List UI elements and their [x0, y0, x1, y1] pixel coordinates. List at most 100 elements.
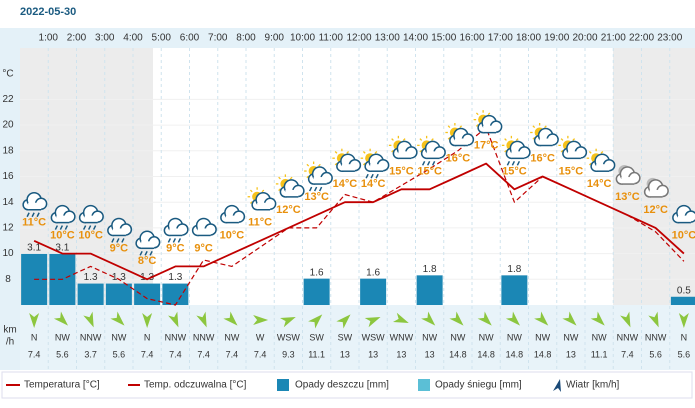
hour-label: 2:00 [67, 33, 87, 44]
weather-icon [304, 161, 333, 192]
temp-label: 9°C [166, 242, 185, 254]
rain-bar [670, 296, 695, 305]
legend-label: Wiatr [km/h] [566, 380, 620, 391]
icon-part [515, 138, 519, 141]
icon-part [334, 162, 338, 166]
wind-arrow [196, 311, 207, 328]
hour-label: 11:00 [319, 33, 344, 44]
icon-part [261, 189, 265, 193]
icon-part [257, 202, 271, 210]
wind-speed: 11.1 [308, 349, 325, 359]
icon-part [398, 151, 412, 159]
wind-direction: SW [338, 332, 353, 342]
icon-part [334, 151, 338, 154]
icon-part [278, 188, 281, 192]
wind-speed: 14.8 [449, 349, 467, 359]
wind-unit: km [3, 325, 16, 336]
wind-arrow [29, 313, 40, 328]
icon-part [36, 212, 40, 218]
icon-part [374, 151, 378, 154]
icon-part [318, 186, 323, 192]
wind-direction: WSW [362, 332, 385, 342]
wind-speed: 13 [425, 349, 435, 359]
wind-arrow [620, 311, 631, 328]
icon-part [539, 138, 553, 146]
legend-label: Opady deszczu [mm] [295, 380, 389, 391]
icon-part [362, 162, 366, 166]
icon-part [504, 149, 507, 153]
hour-label: 19:00 [544, 33, 569, 44]
icon-part [92, 225, 97, 230]
hour-label: 17:00 [488, 33, 513, 44]
wind-arrow [678, 313, 689, 328]
icon-part [112, 228, 126, 236]
wind-direction: NW [450, 332, 465, 342]
hour-label: 6:00 [180, 33, 200, 44]
wind-arrow [477, 311, 492, 326]
y-tick-label: 22 [2, 94, 14, 105]
icon-part [54, 225, 59, 230]
icon-part [249, 189, 253, 193]
wind-speed: 13 [396, 349, 406, 359]
wind-direction: NW [479, 332, 494, 342]
temp-label: 16°C [530, 152, 555, 164]
hour-label: 10:00 [290, 33, 315, 44]
icon-part [365, 173, 369, 179]
temp-label: 10°C [672, 230, 695, 242]
hour-label: 9:00 [265, 33, 285, 44]
icon-part [431, 138, 434, 141]
icon-part [225, 215, 239, 223]
wind-arrow [279, 316, 296, 328]
wind-speed: 14.8 [534, 349, 552, 359]
wind-arrow [562, 311, 577, 326]
icon-part [26, 212, 30, 218]
wind-speed: 14.8 [506, 349, 524, 359]
icon-part [289, 176, 293, 180]
icon-part [402, 138, 406, 141]
hour-label: 21:00 [601, 33, 626, 44]
wind-arrow [336, 314, 351, 329]
hour-label: 4:00 [123, 33, 143, 44]
legend-label: Temperatura [°C] [24, 380, 100, 391]
temp-label: 9°C [194, 242, 213, 254]
icon-part [82, 225, 87, 230]
rain-label: 3.1 [55, 243, 69, 254]
temp-label: 9°C [110, 242, 129, 254]
rain-label: 1.6 [310, 267, 324, 278]
icon-part [87, 225, 92, 230]
legend-swatch [277, 379, 289, 391]
icon-part [313, 186, 318, 192]
rain-bar [303, 278, 330, 305]
icon-part [64, 225, 69, 230]
wind-arrow [392, 312, 409, 324]
hour-label: 15:00 [431, 33, 456, 44]
icon-part [370, 164, 384, 172]
icon-part [375, 173, 379, 179]
weather-icon [50, 204, 76, 230]
wind-arrow [590, 311, 605, 326]
wind-direction: NW [111, 332, 126, 342]
wind-direction: NNW [165, 332, 187, 342]
icon-part [370, 173, 374, 179]
weather-icon [275, 174, 305, 198]
y-tick-label: 8 [5, 274, 11, 285]
wind-direction: N [681, 332, 688, 342]
wind-speed: 5.6 [678, 349, 691, 359]
icon-part [177, 238, 182, 243]
y-tick-label: 20 [2, 120, 14, 131]
temp-label: 14°C [333, 178, 358, 190]
wind-arrow [364, 316, 381, 328]
weather-icon [107, 217, 133, 243]
icon-part [306, 175, 310, 179]
date: 2022-05-30 [20, 6, 76, 18]
hour-label: 16:00 [459, 33, 484, 44]
wind-direction: NW [422, 332, 437, 342]
temp-label: 10°C [78, 230, 103, 242]
icon-part [169, 228, 183, 236]
wind-direction: WNW [390, 332, 414, 342]
wind-direction: N [31, 332, 38, 342]
icon-part [588, 162, 592, 166]
icon-part [447, 125, 451, 129]
wind-direction: NNW [617, 332, 639, 342]
